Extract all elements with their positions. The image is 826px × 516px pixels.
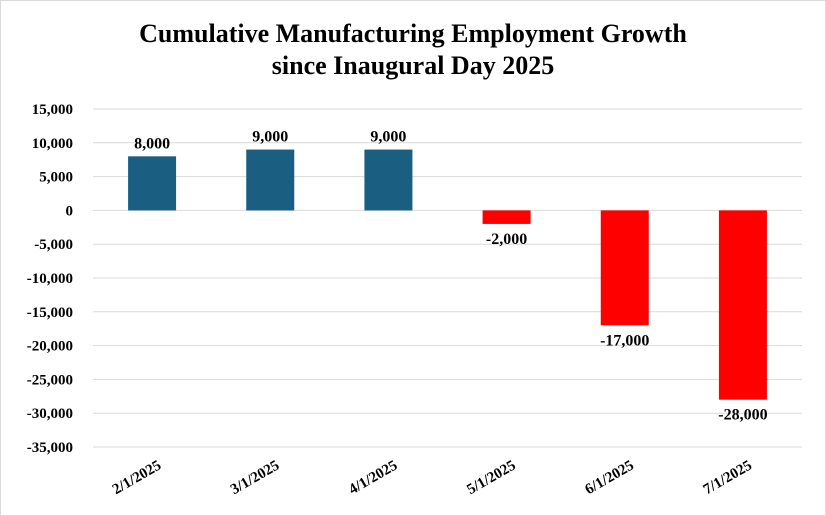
x-tick-label: 3/1/2025 — [228, 458, 282, 499]
y-tick-label: -5,000 — [34, 237, 73, 253]
bar-3-1-2025 — [246, 149, 295, 211]
gridlines — [93, 108, 802, 448]
data-label: 9,000 — [370, 129, 406, 146]
bar-6-1-2025 — [600, 210, 649, 326]
x-tick-label: 5/1/2025 — [464, 458, 518, 499]
bar-4-1-2025 — [364, 149, 413, 211]
y-tick-label: -10,000 — [27, 271, 73, 287]
y-axis: 15,000 10,000 5,000 0 -5,000 -10,000 -15,000 -2… — [27, 102, 73, 456]
y-tick-label: -30,000 — [27, 406, 73, 422]
data-label: 8,000 — [134, 135, 170, 152]
bar-7-1-2025 — [718, 210, 767, 400]
chart-title-line-2: since Inaugural Day 2025 — [271, 51, 555, 80]
bar-2-1-2025 — [128, 156, 177, 211]
x-axis: 2/1/2025 3/1/2025 4/1/2025 5/1/2025 6/1/2025… — [110, 458, 755, 499]
chart-title: Cumulative Manufacturing Employment Grow… — [0, 18, 826, 82]
x-tick-label: 2/1/2025 — [110, 458, 164, 499]
bars — [128, 149, 767, 400]
y-tick-label: -25,000 — [27, 372, 73, 388]
y-tick-label: -35,000 — [27, 440, 73, 456]
y-tick-label: 5,000 — [39, 170, 73, 186]
x-tick-label: 6/1/2025 — [583, 458, 637, 499]
y-tick-label: -20,000 — [27, 339, 73, 355]
x-tick-label: 7/1/2025 — [701, 458, 755, 499]
y-tick-label: 0 — [66, 203, 74, 219]
data-label: 9,000 — [252, 129, 288, 146]
data-label: -28,000 — [718, 407, 767, 424]
data-labels: 8,000 9,000 9,000 -2,000 -17,000 -28,000 — [134, 129, 767, 424]
y-tick-label: -15,000 — [27, 305, 73, 321]
y-tick-label: 10,000 — [32, 136, 73, 152]
y-tick-label: 15,000 — [32, 102, 73, 118]
data-label: -2,000 — [486, 231, 527, 248]
x-tick-label: 4/1/2025 — [346, 458, 400, 499]
chart-title-line-1: Cumulative Manufacturing Employment Grow… — [139, 19, 687, 48]
bar-5-1-2025 — [482, 210, 531, 224]
data-label: -17,000 — [600, 332, 649, 349]
